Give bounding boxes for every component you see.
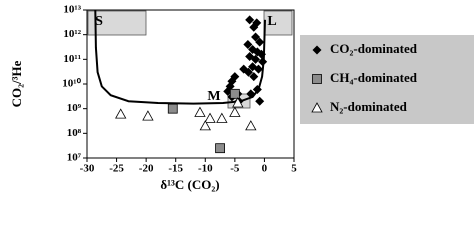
square-marker xyxy=(312,74,322,84)
triangle-marker xyxy=(199,120,211,131)
square-marker xyxy=(167,103,178,114)
legend-label: CH₄-dominated xyxy=(330,70,418,85)
y-tick-label: 10¹² xyxy=(63,28,81,40)
diamond-marker xyxy=(256,49,266,59)
annotation: M xyxy=(207,89,220,104)
triangle-marker xyxy=(245,120,257,131)
x-tick-label: -30 xyxy=(80,163,95,175)
diamond-marker xyxy=(245,15,255,25)
diamond-marker xyxy=(251,32,261,42)
x-tick-label: -10 xyxy=(198,163,213,175)
diamond-marker xyxy=(246,89,256,99)
triangle-marker xyxy=(194,106,206,117)
x-tick-label: -15 xyxy=(168,163,183,175)
y-tick-label: 10¹⁰ xyxy=(62,78,81,90)
legend-label: N₂-dominated xyxy=(330,99,408,114)
diamond-marker xyxy=(249,72,259,82)
square-marker xyxy=(215,143,225,154)
y-tick-label: 10⁷ xyxy=(67,152,82,164)
annotation: L xyxy=(267,14,276,29)
annotation: S xyxy=(95,14,103,29)
y-axis-label: CO₂/³He xyxy=(9,60,24,107)
diamond-marker xyxy=(252,18,262,28)
triangle-marker xyxy=(115,108,127,119)
triangle-marker xyxy=(232,97,244,108)
y-tick-label: 10⁹ xyxy=(67,102,82,114)
y-tick-label: 10⁸ xyxy=(67,127,82,139)
annotation-box xyxy=(263,10,293,36)
diamond-marker xyxy=(239,64,249,74)
x-tick-label: 5 xyxy=(291,163,297,175)
triangle-marker xyxy=(142,110,154,121)
diamond-marker xyxy=(254,64,264,74)
square-marker xyxy=(229,88,240,99)
diamond-marker xyxy=(252,84,262,94)
x-tick-label: 0 xyxy=(262,163,268,175)
x-tick-label: -5 xyxy=(230,163,240,175)
triangle-marker xyxy=(311,102,323,113)
diamond-marker xyxy=(255,96,265,106)
diamond-marker xyxy=(312,45,322,55)
triangle-marker xyxy=(229,106,241,117)
x-tick-label: -25 xyxy=(109,163,124,175)
legend-label: CO₂-dominated xyxy=(330,41,418,56)
x-tick-label: -20 xyxy=(139,163,154,175)
y-tick-label: 10¹³ xyxy=(63,4,81,16)
diamond-marker xyxy=(251,54,261,64)
x-axis-label: δ¹³C (CO₂) xyxy=(160,177,219,192)
diamond-marker xyxy=(249,22,259,32)
triangle-marker xyxy=(204,112,216,123)
diamond-marker xyxy=(255,37,265,47)
annotation-box xyxy=(87,10,147,36)
triangle-marker xyxy=(216,112,228,123)
legend-box xyxy=(300,35,474,124)
diamond-marker xyxy=(258,57,268,67)
y-tick-label: 10¹¹ xyxy=(63,53,81,65)
mixing-curve xyxy=(94,9,266,105)
chart: CO₂/³He δ¹³C (CO₂) S L M -30 -25 -20 -15 -10 -5 0… xyxy=(9,4,474,192)
diamond-marker xyxy=(243,39,253,49)
